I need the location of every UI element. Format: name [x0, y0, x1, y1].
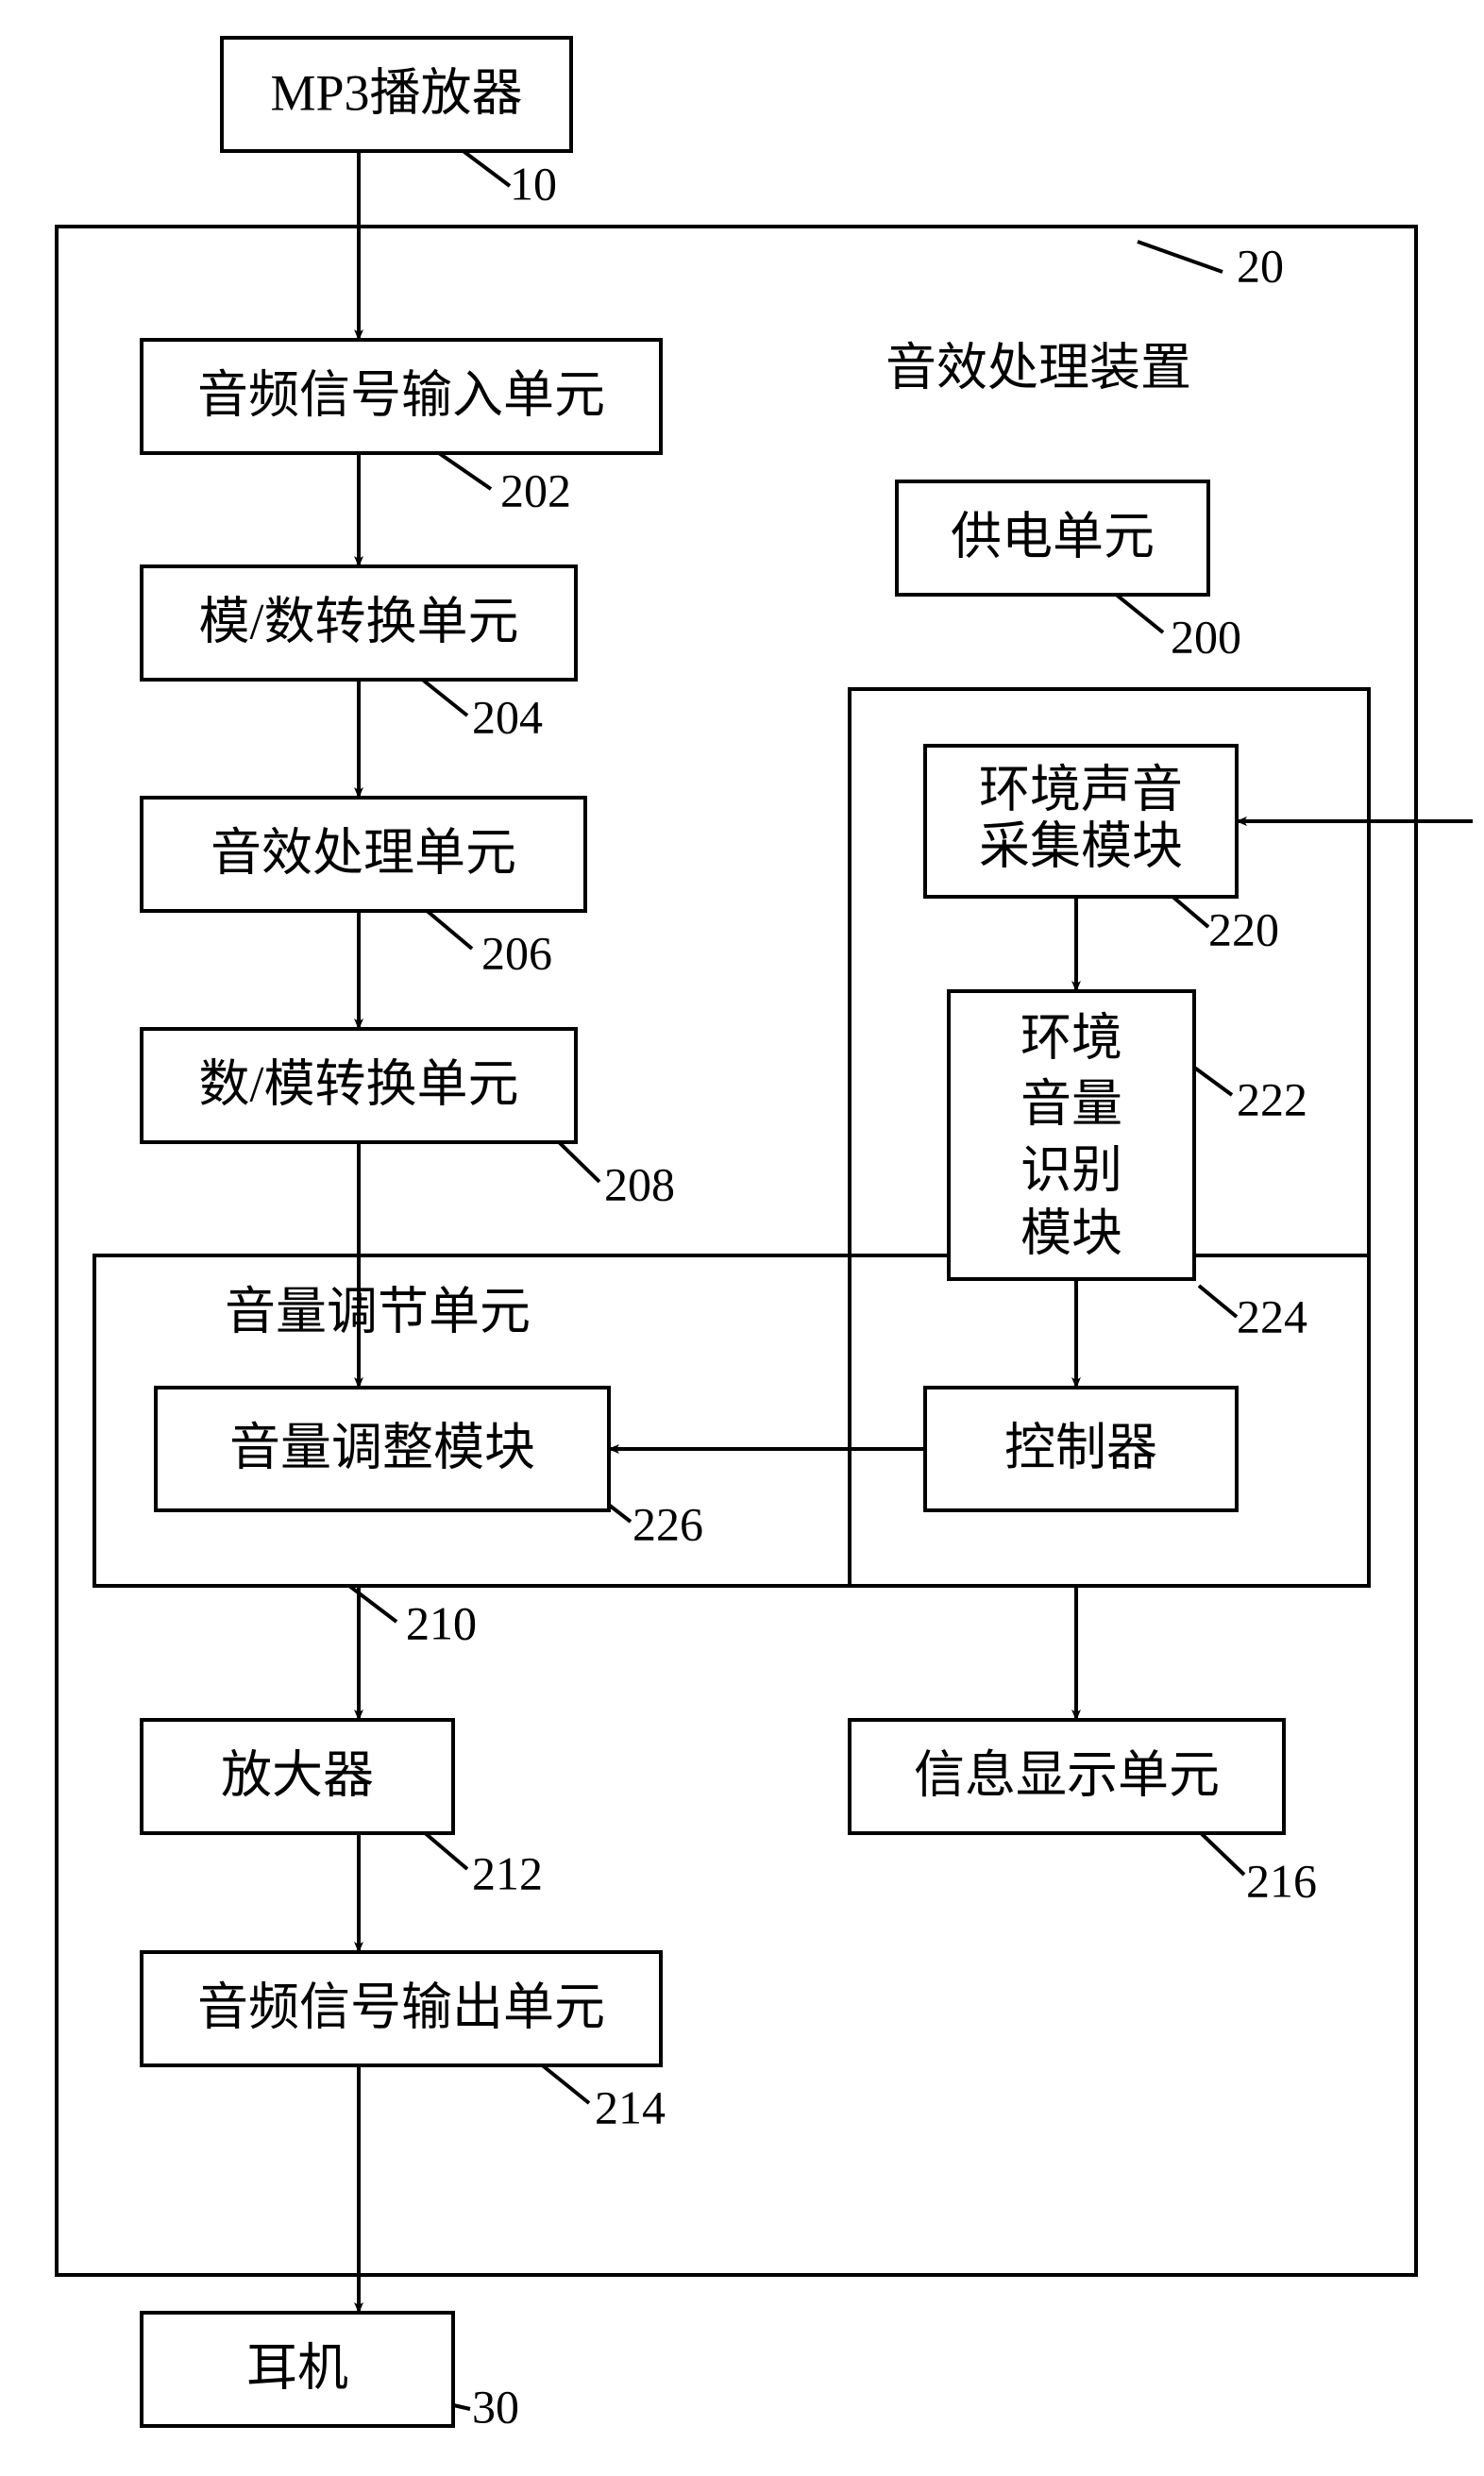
env-rec-l1: 音量: [1020, 1075, 1122, 1132]
da-label: 数/模转换单元: [198, 1055, 518, 1112]
leader-line: [1199, 1831, 1244, 1875]
ctrl-label: 控制器: [1004, 1419, 1157, 1475]
outer-refnum: 20: [1237, 239, 1284, 292]
mp3-refnum: 10: [510, 157, 557, 210]
mp3-label: MP3播放器: [270, 64, 522, 121]
env-rec-l0: 环境: [1020, 1009, 1122, 1066]
leader-line: [436, 451, 491, 489]
vol_adj-refnum: 226: [632, 1497, 703, 1550]
in-label: 音频信号输入单元: [197, 366, 605, 423]
leader-line: [557, 1140, 599, 1182]
vol_outer-refnum: 224: [1237, 1289, 1307, 1342]
ear-refnum: 30: [472, 2380, 519, 2433]
amp-label: 放大器: [221, 1746, 374, 1803]
vol-unit-refnum: 210: [406, 1596, 477, 1649]
diagram-root: MP3播放器音频信号输入单元供电单元模/数转换单元音效处理单元数/模转换单元音量…: [0, 0, 1484, 2476]
leader-line: [349, 1586, 396, 1622]
in-refnum: 202: [500, 463, 571, 516]
env_col-refnum: 220: [1208, 902, 1279, 955]
vol-outer-title: 音量调节单元: [225, 1283, 531, 1339]
ad-label: 模/数转换单元: [198, 593, 518, 649]
ad-refnum: 204: [472, 690, 543, 743]
env-rec-l3: 模块: [1020, 1204, 1122, 1261]
leader-line: [540, 2063, 589, 2103]
sfx-label: 音效处理单元: [211, 824, 516, 881]
leader-line: [461, 149, 510, 186]
leader-line: [1193, 1067, 1232, 1095]
sfx-refnum: 206: [481, 926, 552, 979]
leader-line: [425, 909, 472, 949]
out-label: 音频信号输出单元: [197, 1979, 605, 2035]
env-col-l1: 环境声音: [979, 761, 1183, 817]
outer-title: 音效处理装置: [885, 339, 1191, 396]
pow-refnum: 200: [1171, 610, 1241, 663]
env-col-l2: 采集模块: [979, 817, 1183, 874]
leader-line: [1114, 593, 1163, 632]
leader-line: [1199, 1286, 1237, 1317]
leader-line: [423, 1831, 467, 1869]
leader-line: [420, 678, 467, 716]
pow-label: 供电单元: [951, 508, 1155, 564]
ear-label: 耳机: [246, 2339, 348, 2396]
out-refnum: 214: [595, 2080, 666, 2133]
env_rec-refnum: 222: [1237, 1072, 1307, 1125]
amp-refnum: 212: [472, 1846, 543, 1899]
info-label: 信息显示单元: [914, 1746, 1220, 1803]
vol_adj-label: 音量调整模块: [229, 1419, 535, 1475]
leader-line: [1138, 242, 1223, 272]
env-rec-l2: 识别: [1020, 1141, 1122, 1198]
info-refnum: 216: [1246, 1854, 1317, 1907]
da-refnum: 208: [604, 1157, 675, 1210]
